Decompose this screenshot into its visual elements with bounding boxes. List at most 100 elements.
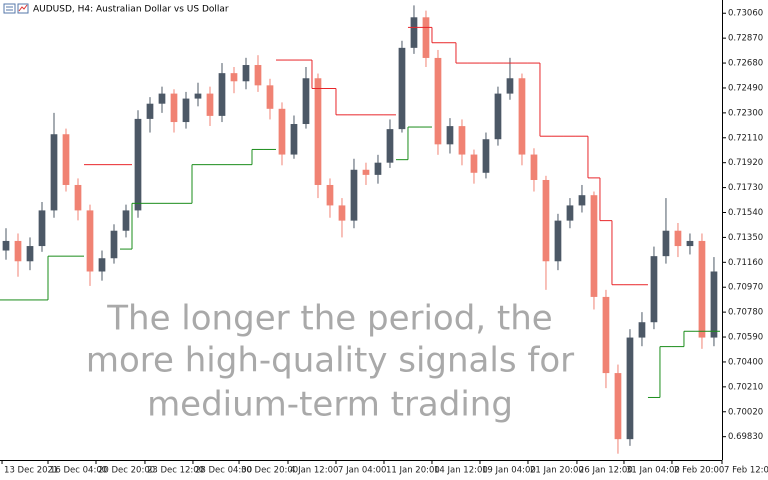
y-tick-label: 0.70780	[728, 308, 763, 318]
candle-body	[422, 17, 430, 58]
x-tick-label: 20 Dec 20:00	[98, 466, 155, 476]
x-tick-label: 28 Dec 04:00	[195, 466, 252, 476]
icon	[18, 4, 28, 12]
y-tick-label: 0.72300	[728, 108, 763, 118]
candle-body	[434, 57, 442, 145]
chart-title: AUDUSD, H4: Australian Dollar vs US Doll…	[33, 5, 229, 15]
y-tick-label: 0.72490	[728, 83, 763, 93]
candle-body	[542, 179, 550, 262]
x-tick-label: 23 Dec 12:00	[147, 466, 204, 476]
candle-body	[494, 93, 502, 140]
candle-body	[74, 184, 82, 211]
y-tick-label: 0.69830	[728, 432, 763, 442]
candle-body	[554, 220, 562, 262]
candle-body	[254, 65, 262, 86]
candle-body	[374, 162, 382, 175]
candle-body	[38, 210, 46, 247]
candle-body	[290, 124, 298, 155]
annotation: The longer the period, the more high-qua…	[86, 299, 574, 425]
y-tick-label: 0.71350	[728, 233, 763, 243]
x-tick-label: 26 Jan 12:00	[579, 466, 633, 476]
candle-body	[602, 296, 610, 374]
x-tick-label: 31 Jan 04:00	[626, 466, 680, 476]
candle-body	[266, 85, 274, 109]
candle-body	[638, 322, 646, 338]
candle-body	[278, 108, 286, 155]
candle-body	[338, 205, 346, 221]
annotation-line: The longer the period, the	[106, 299, 552, 339]
candle-body	[170, 93, 178, 123]
candle-body	[518, 78, 526, 155]
candle-body	[410, 17, 418, 48]
candle-body	[446, 126, 454, 145]
candle-body	[578, 195, 586, 206]
x-tick-label: 13 Dec 2021	[4, 466, 58, 476]
x-tick-label: 7 Feb 12:00	[724, 466, 768, 476]
candle-body	[26, 246, 34, 262]
x-tick-label: 11 Jan 20:00	[386, 466, 440, 476]
candle-body	[158, 93, 166, 104]
y-tick-label: 0.70020	[728, 407, 763, 417]
candle-body	[326, 184, 334, 206]
y-tick-label: 0.70400	[728, 357, 763, 367]
x-tick-label: 30 Dec 20:00	[241, 466, 298, 476]
x-tick-label: 7 Jan 04:00	[338, 466, 386, 476]
candle-body	[302, 78, 310, 125]
candle-body	[482, 139, 490, 173]
y-tick-label: 0.71540	[728, 208, 763, 218]
candle-body	[206, 93, 214, 116]
icon	[3, 3, 16, 14]
candle-body	[146, 103, 154, 119]
candle-body	[14, 240, 22, 262]
candle-body	[350, 169, 358, 221]
candle-body	[626, 337, 634, 440]
candle-body	[50, 134, 58, 211]
y-tick-label: 0.72110	[728, 133, 763, 143]
candle-body	[86, 210, 94, 272]
candle-body	[386, 129, 394, 163]
candle-body	[110, 230, 118, 259]
y-tick-label: 0.71160	[728, 258, 763, 268]
annotation-line: more high-quality signals for	[86, 341, 574, 381]
y-tick-label: 0.72870	[728, 34, 763, 44]
candle-body	[590, 195, 598, 297]
x-tick-label: 19 Jan 04:00	[482, 466, 536, 476]
candle-body	[650, 256, 658, 323]
y-tick-label: 0.70210	[728, 382, 763, 392]
candle-body	[506, 78, 514, 94]
candle-body	[674, 230, 682, 247]
candle-body	[698, 240, 706, 338]
y-tick-label: 0.70590	[728, 333, 763, 343]
plot	[0, 5, 720, 454]
symbol-icons	[3, 3, 29, 14]
candle-body	[530, 154, 538, 180]
candle-body	[98, 258, 106, 272]
x-tick-label: 14 Jan 12:00	[434, 466, 488, 476]
candle-body	[614, 373, 622, 440]
x-tick-label: 16 Dec 04:00	[50, 466, 107, 476]
candle-body	[194, 93, 202, 99]
y-tick-label: 0.71730	[728, 183, 763, 193]
candle-body	[134, 118, 142, 211]
x-tick-label: 4 Jan 12:00	[290, 466, 338, 476]
candle-body	[122, 210, 130, 231]
candle-body	[218, 73, 226, 116]
candle-body	[686, 240, 694, 247]
y-tick-label: 0.71920	[728, 158, 763, 168]
x-tick-label: 21 Jan 20:00	[530, 466, 584, 476]
candle-body	[566, 205, 574, 221]
candle-body	[314, 78, 322, 185]
candle-body	[242, 65, 250, 82]
y-tick-label: 0.70970	[728, 283, 763, 293]
x-tick-label: 2 Feb 20:00	[674, 466, 724, 476]
candle-body	[230, 73, 238, 82]
candle-body	[182, 98, 190, 123]
candle-body	[362, 169, 370, 175]
candle-body	[2, 240, 10, 251]
candle-body	[458, 126, 466, 155]
candle-body	[470, 154, 478, 173]
candle-body	[710, 271, 718, 338]
